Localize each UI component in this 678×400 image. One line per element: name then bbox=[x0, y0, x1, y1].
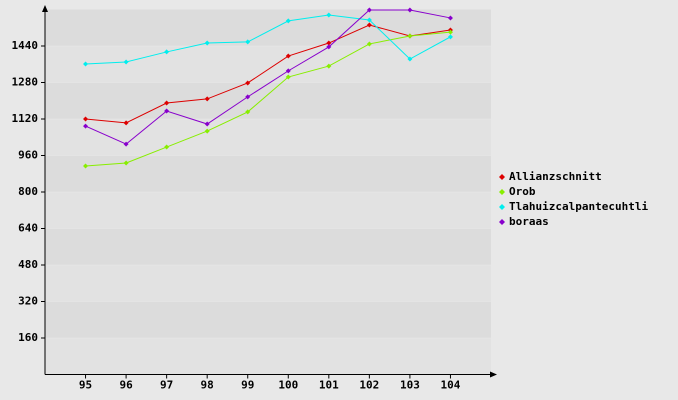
data-point bbox=[326, 63, 332, 69]
legend-marker bbox=[499, 219, 505, 225]
grid-band bbox=[45, 265, 491, 302]
data-point bbox=[164, 100, 170, 106]
data-point bbox=[366, 17, 372, 23]
legend-marker bbox=[499, 204, 505, 210]
data-point bbox=[285, 18, 291, 24]
legend-label: boraas bbox=[509, 215, 549, 228]
y-tick-label: 640 bbox=[18, 222, 38, 235]
series-line bbox=[85, 9, 451, 145]
y-tick-label: 160 bbox=[18, 331, 38, 344]
x-tick-label: 97 bbox=[160, 379, 173, 392]
data-point bbox=[123, 160, 129, 166]
data-point bbox=[447, 29, 453, 35]
data-point bbox=[407, 33, 413, 39]
legend-marker bbox=[499, 189, 505, 195]
y-axis-arrow bbox=[42, 5, 48, 12]
data-point bbox=[123, 120, 129, 126]
y-tick-label: 480 bbox=[18, 258, 38, 271]
data-point bbox=[123, 141, 129, 147]
y-tick-label: 1120 bbox=[12, 112, 39, 125]
grid-band bbox=[45, 119, 491, 156]
data-point bbox=[245, 94, 251, 100]
data-point bbox=[245, 39, 251, 45]
data-point bbox=[447, 15, 453, 21]
data-point bbox=[366, 7, 372, 13]
y-tick-label: 800 bbox=[18, 185, 38, 198]
x-tick-label: 104 bbox=[441, 379, 461, 392]
y-tick-label: 320 bbox=[18, 295, 38, 308]
data-point bbox=[366, 22, 372, 28]
data-point bbox=[83, 163, 89, 169]
data-point bbox=[407, 56, 413, 62]
y-tick-label: 960 bbox=[18, 149, 38, 162]
data-point bbox=[285, 53, 291, 59]
y-tick-label: 1280 bbox=[12, 76, 39, 89]
data-point bbox=[326, 12, 332, 18]
data-point bbox=[164, 144, 170, 150]
x-tick-label: 100 bbox=[278, 379, 298, 392]
data-point bbox=[285, 68, 291, 74]
x-tick-label: 98 bbox=[201, 379, 214, 392]
data-point bbox=[245, 80, 251, 86]
y-tick-label: 1440 bbox=[12, 39, 39, 52]
x-tick-label: 101 bbox=[319, 379, 339, 392]
data-point bbox=[245, 109, 251, 115]
x-tick-label: 95 bbox=[79, 379, 92, 392]
series-line bbox=[85, 14, 451, 65]
grid-band bbox=[45, 228, 491, 265]
grid-band bbox=[45, 155, 491, 192]
x-tick-label: 103 bbox=[400, 379, 420, 392]
legend-marker bbox=[499, 174, 505, 180]
grid-band bbox=[45, 9, 491, 46]
data-point bbox=[366, 41, 372, 47]
data-point bbox=[204, 40, 210, 46]
grid-band bbox=[45, 82, 491, 119]
data-point bbox=[83, 123, 89, 129]
data-point bbox=[326, 40, 332, 46]
grid-band bbox=[45, 338, 491, 375]
grid-band bbox=[45, 301, 491, 338]
data-point bbox=[164, 108, 170, 114]
data-point bbox=[164, 49, 170, 55]
data-point bbox=[447, 34, 453, 40]
legend-label: Allianzschnitt bbox=[509, 170, 602, 183]
data-point bbox=[204, 128, 210, 134]
data-point bbox=[326, 44, 332, 50]
x-axis-arrow bbox=[490, 371, 497, 378]
x-tick-label: 99 bbox=[241, 379, 254, 392]
data-point bbox=[407, 7, 413, 13]
data-point bbox=[204, 96, 210, 102]
data-point bbox=[285, 74, 291, 80]
data-point bbox=[83, 61, 89, 67]
data-point bbox=[123, 59, 129, 65]
data-point bbox=[83, 116, 89, 122]
series-line bbox=[85, 24, 451, 124]
legend-label: Orob bbox=[509, 185, 536, 198]
legend-label: Tlahuizcalpantecuhtli bbox=[509, 200, 648, 213]
grid-band bbox=[45, 46, 491, 83]
grid-band bbox=[45, 192, 491, 229]
x-tick-label: 102 bbox=[359, 379, 379, 392]
data-point bbox=[204, 121, 210, 127]
x-tick-label: 96 bbox=[119, 379, 133, 392]
